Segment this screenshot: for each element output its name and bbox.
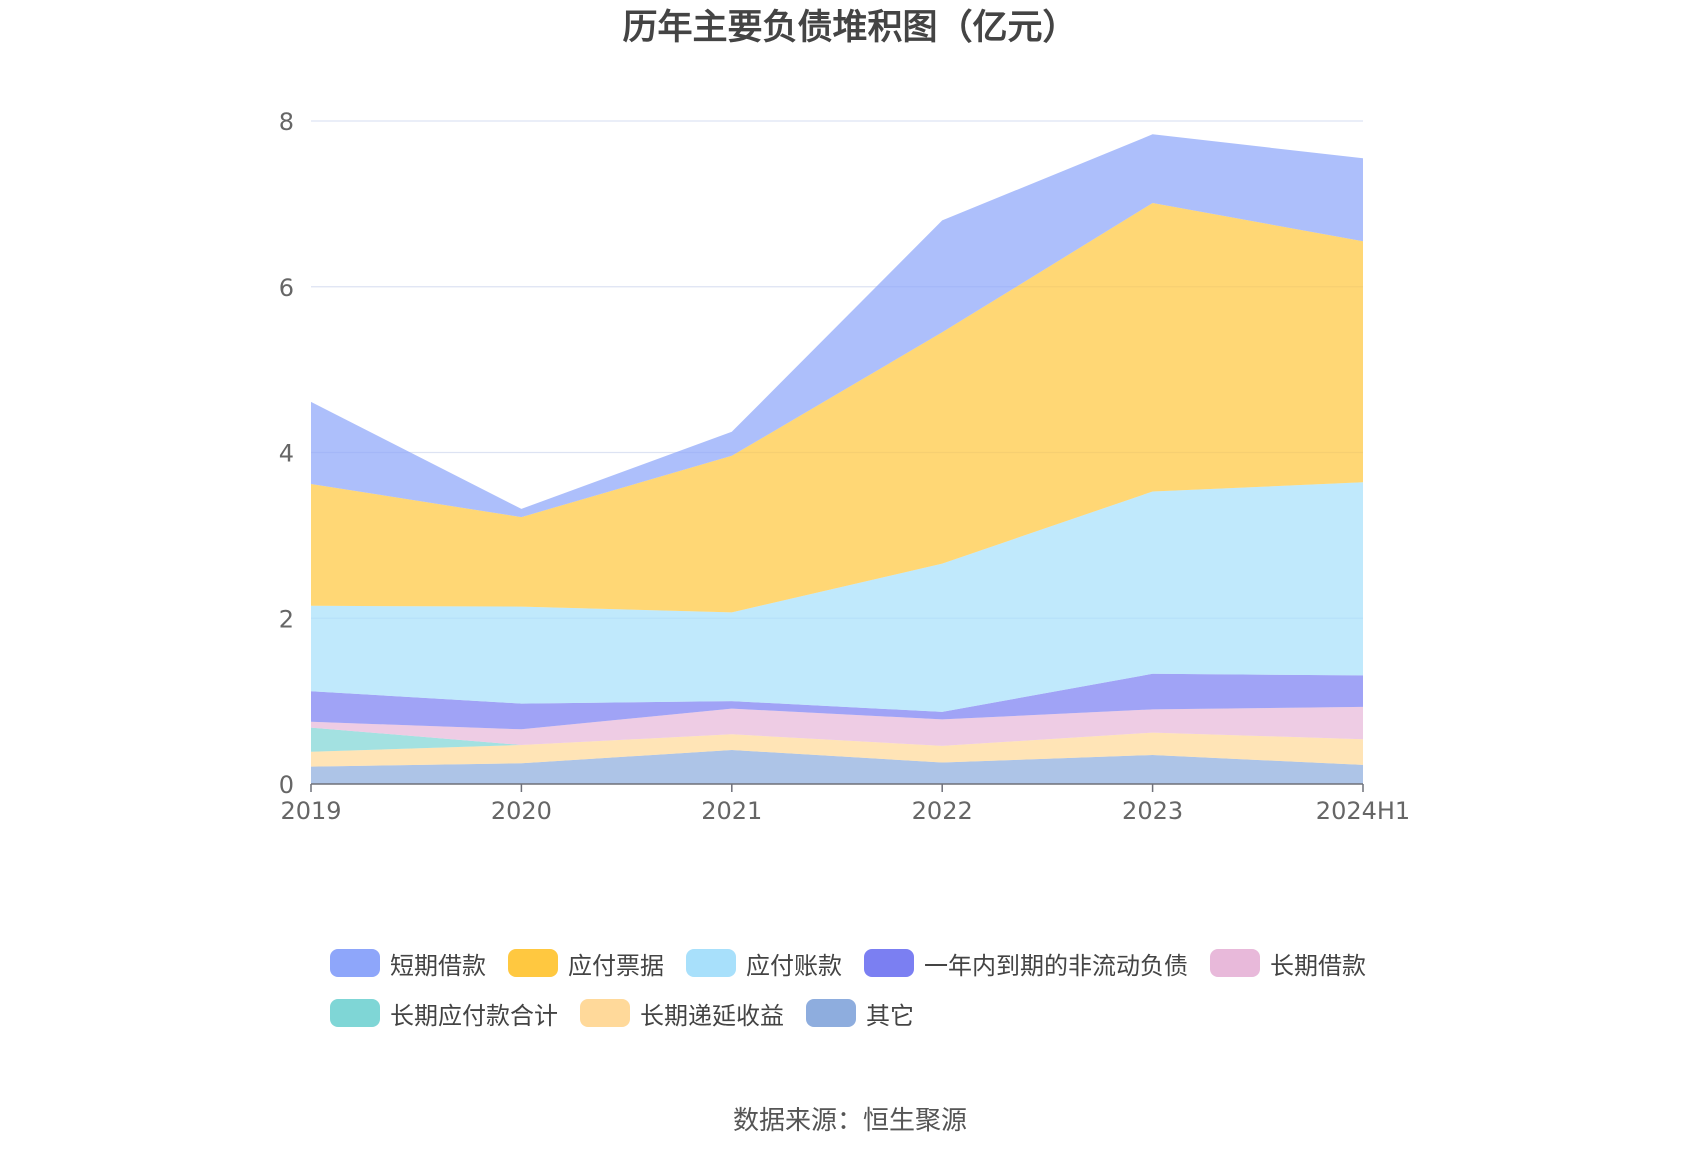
chart-title: 历年主要负债堆积图（亿元） xyxy=(622,8,1078,48)
legend-swatch xyxy=(330,949,380,977)
area-一年内到期的非流动负债 xyxy=(311,673,1363,730)
legend-label: 一年内到期的非流动负债 xyxy=(924,951,1188,980)
area-长期借款 xyxy=(311,706,1363,746)
legend-item[interactable]: 长期借款 xyxy=(1210,946,1366,981)
source-note: 数据来源：恒生聚源 xyxy=(732,1106,967,1136)
axes: 0 2 4 6 8 2019 2020 2021 2022 2023 2024H1 xyxy=(279,108,1410,825)
area-短期借款 xyxy=(311,134,1363,518)
legend-label: 应付票据 xyxy=(568,951,664,980)
y-tick-label: 2 xyxy=(279,605,294,633)
legend-label: 长期借款 xyxy=(1270,951,1366,980)
legend-item[interactable]: 长期递延收益 xyxy=(580,996,784,1031)
x-tick-label: 2021 xyxy=(701,797,762,825)
legend-row: 短期借款 应付票据 应付账款 一年内到期的非流动负债 长期借款 xyxy=(330,943,1430,983)
legend-swatch xyxy=(508,949,558,977)
x-tick-label: 2019 xyxy=(280,797,341,825)
legend-swatch xyxy=(806,999,856,1027)
x-tick-label: 2020 xyxy=(491,797,552,825)
y-tick-label: 6 xyxy=(279,274,294,302)
legend-swatch xyxy=(330,999,380,1027)
x-tick-label: 2022 xyxy=(912,797,973,825)
legend-row: 长期应付款合计 长期递延收益 其它 xyxy=(330,993,1430,1033)
legend-item[interactable]: 一年内到期的非流动负债 xyxy=(864,946,1188,981)
legend-label: 应付账款 xyxy=(746,951,842,980)
area-其它 xyxy=(311,750,1363,784)
area-应付票据 xyxy=(311,203,1363,613)
legend-label: 短期借款 xyxy=(390,951,486,980)
legend: 短期借款 应付票据 应付账款 一年内到期的非流动负债 长期借款 长期应付款合计 长期递延收… xyxy=(330,943,1430,1043)
y-tick-label: 8 xyxy=(279,108,294,136)
area-长期递延收益 xyxy=(311,732,1363,767)
legend-swatch xyxy=(1210,949,1260,977)
legend-label: 长期递延收益 xyxy=(640,1001,784,1030)
y-tick-label: 0 xyxy=(279,771,294,799)
legend-swatch xyxy=(580,999,630,1027)
x-tick-label: 2024H1 xyxy=(1316,797,1410,825)
legend-item[interactable]: 短期借款 xyxy=(330,946,486,981)
legend-item[interactable]: 其它 xyxy=(806,996,914,1031)
stacked-area-chart: 0 2 4 6 8 2019 2020 2021 2022 2023 2024H1 xyxy=(279,108,1410,825)
legend-swatch xyxy=(686,949,736,977)
y-tick-label: 4 xyxy=(279,440,294,468)
legend-swatch xyxy=(864,949,914,977)
legend-label: 其它 xyxy=(866,1001,914,1030)
legend-label: 长期应付款合计 xyxy=(390,1001,558,1030)
legend-item[interactable]: 应付账款 xyxy=(686,946,842,981)
area-series xyxy=(311,134,1363,784)
legend-item[interactable]: 应付票据 xyxy=(508,946,664,981)
x-tick-label: 2023 xyxy=(1122,797,1183,825)
legend-item[interactable]: 长期应付款合计 xyxy=(330,996,558,1031)
area-应付账款 xyxy=(311,482,1363,712)
